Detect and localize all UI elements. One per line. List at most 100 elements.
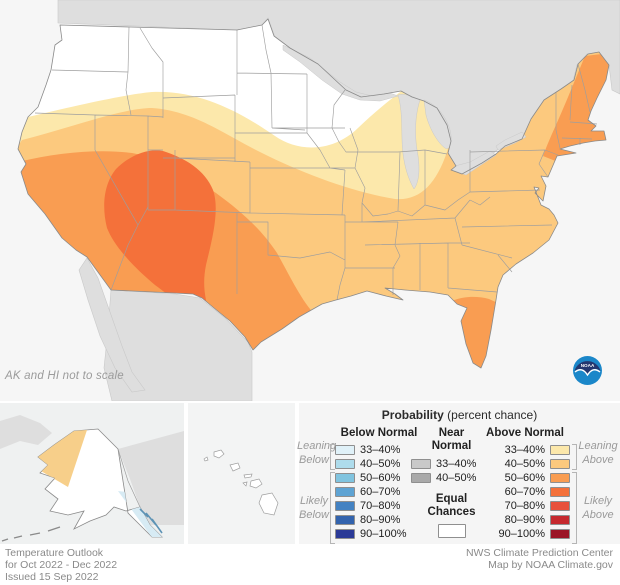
bottom-strip: Probability (percent chance) Below Norma… bbox=[0, 403, 620, 544]
legend-swatch-equal-chances bbox=[437, 524, 466, 538]
legend-row: 60–70% bbox=[467, 485, 570, 499]
legend-row: 80–90% bbox=[467, 513, 570, 527]
legend-range-label: 50–60% bbox=[360, 472, 401, 484]
legend-range-label: 40–50% bbox=[504, 458, 545, 470]
legend-row: 70–80% bbox=[467, 499, 570, 513]
footer-title-line1: Temperature Outlook bbox=[5, 547, 104, 559]
canada-inset-landmass bbox=[118, 431, 184, 525]
legend-range-label: 90–100% bbox=[498, 528, 546, 540]
probability-legend: Probability (percent chance) Below Norma… bbox=[297, 403, 620, 544]
legend-swatch bbox=[550, 459, 570, 469]
legend-swatch bbox=[550, 487, 570, 497]
legend-title-rest: (percent chance) bbox=[443, 408, 538, 422]
legend-title: Probability (percent chance) bbox=[299, 408, 620, 422]
baja-peninsula bbox=[78, 257, 146, 393]
legend-range-label: 40–50% bbox=[436, 472, 477, 484]
legend-row: 33–40% bbox=[467, 443, 570, 457]
hawaii-ocean bbox=[188, 403, 295, 544]
legend-row: 50–60% bbox=[467, 471, 570, 485]
legend-swatch bbox=[335, 529, 355, 539]
hawaii-inset-map bbox=[188, 403, 295, 544]
legend-row: 40–50% bbox=[467, 457, 570, 471]
legend-label-likely-below: Likely Below bbox=[299, 495, 329, 521]
legend-swatch bbox=[335, 459, 355, 469]
legend-row: 40–50% bbox=[411, 471, 476, 485]
legend-header-above-normal: Above Normal bbox=[486, 427, 564, 439]
noaa-logo: NOAA bbox=[573, 356, 602, 385]
legend-range-label: 60–70% bbox=[360, 486, 401, 498]
island-kauai bbox=[213, 449, 225, 459]
lake-ontario bbox=[495, 131, 527, 151]
legend-rows-near: 33–40% 40–50% bbox=[411, 457, 476, 485]
russia-landmass bbox=[0, 415, 52, 449]
legend-swatch bbox=[550, 515, 570, 525]
legend-header-below-normal: Below Normal bbox=[340, 427, 418, 439]
bracket-leaning-below bbox=[330, 444, 335, 470]
legend-row: 33–40% bbox=[335, 443, 407, 457]
footer-credit-block: NWS Climate Prediction Center Map by NOA… bbox=[466, 547, 613, 571]
island-niihau bbox=[203, 456, 209, 462]
footer: Temperature Outlook for Oct 2022 - Dec 2… bbox=[0, 544, 620, 585]
footer-title-line3: Issued 15 Sep 2022 bbox=[5, 571, 99, 583]
noaa-logo-fan bbox=[574, 361, 601, 375]
hawaii-inset-svg bbox=[188, 403, 295, 544]
bracket-likely-below bbox=[330, 472, 335, 544]
legend-swatch bbox=[550, 501, 570, 511]
legend-row: 60–70% bbox=[335, 485, 407, 499]
bracket-leaning-above bbox=[572, 444, 577, 470]
legend-range-label: 33–40% bbox=[436, 458, 477, 470]
legend-swatch bbox=[335, 515, 355, 525]
aleutian-islands bbox=[1, 526, 61, 542]
band-newengland-50-60 bbox=[543, 52, 609, 162]
island-maui bbox=[249, 478, 263, 489]
legend-row: 50–60% bbox=[335, 471, 407, 485]
legend-range-label: 80–90% bbox=[504, 514, 545, 526]
alaska-inset-map bbox=[0, 403, 184, 544]
legend-label-likely-above: Likely Above bbox=[582, 495, 614, 521]
footer-title-line2: for Oct 2022 - Dec 2022 bbox=[5, 559, 118, 571]
legend-equal-chances: Equal Chances bbox=[404, 493, 499, 538]
bracket-likely-above bbox=[572, 472, 577, 544]
legend-swatch bbox=[411, 459, 431, 469]
legend-range-label: 90–100% bbox=[360, 528, 407, 540]
alaska-inset-svg bbox=[0, 403, 184, 544]
legend-range-label: 33–40% bbox=[504, 444, 545, 456]
legend-rows-above: 33–40% 40–50% 50–60% 60–70% 70–80% 80–90% 90–1… bbox=[467, 443, 570, 541]
conus-outlook-map: AK and HI not to scale NOAA bbox=[5, 0, 620, 401]
legend-row: 90–100% bbox=[467, 527, 570, 541]
legend-swatch bbox=[335, 501, 355, 511]
band-above-60-70 bbox=[104, 150, 216, 318]
legend-swatch bbox=[550, 445, 570, 455]
legend-swatch bbox=[335, 445, 355, 455]
legend-row: 90–100% bbox=[335, 527, 407, 541]
legend-range-label: 50–60% bbox=[504, 472, 545, 484]
legend-row: 80–90% bbox=[335, 513, 407, 527]
legend-label-leaning-below: Leaning Below bbox=[297, 440, 337, 466]
island-molokai bbox=[243, 473, 253, 479]
legend-swatch bbox=[335, 487, 355, 497]
legend-range-label: 70–80% bbox=[504, 500, 545, 512]
legend-row: 33–40% bbox=[411, 457, 476, 471]
island-lanai bbox=[242, 481, 248, 487]
island-oahu bbox=[229, 462, 241, 472]
legend-header-near-normal: Near Normal bbox=[431, 427, 472, 452]
vancouver-island bbox=[92, 2, 142, 23]
hawaiian-islands bbox=[203, 449, 279, 516]
footer-credit-line1: NWS Climate Prediction Center bbox=[465, 547, 613, 559]
noaa-logo-text: NOAA bbox=[581, 363, 595, 368]
mexico-landmass bbox=[103, 289, 253, 401]
legend-swatch bbox=[411, 473, 431, 483]
legend-range-label: 70–80% bbox=[360, 500, 401, 512]
legend-row: 40–50% bbox=[335, 457, 407, 471]
alaska-canada-border bbox=[117, 448, 141, 508]
legend-swatch bbox=[335, 473, 355, 483]
legend-range-label: 33–40% bbox=[360, 444, 401, 456]
legend-label-leaning-above: Leaning Above bbox=[578, 440, 618, 466]
legend-swatch bbox=[550, 529, 570, 539]
scale-note: AK and HI not to scale bbox=[5, 370, 124, 382]
conus-map-svg bbox=[17, 0, 620, 401]
legend-range-label: 60–70% bbox=[504, 486, 545, 498]
us-outline bbox=[17, 18, 610, 369]
alaska-panhandle-islands bbox=[139, 508, 163, 534]
